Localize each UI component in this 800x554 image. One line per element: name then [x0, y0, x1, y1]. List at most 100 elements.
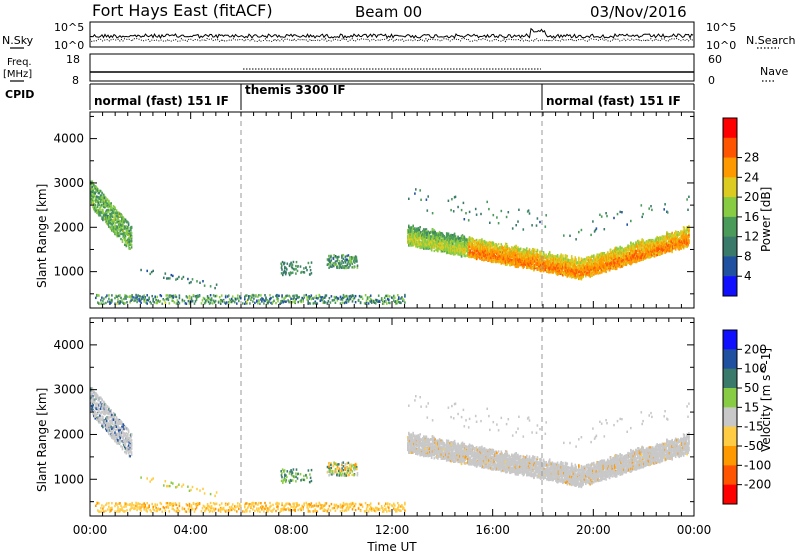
power-cell	[212, 294, 215, 297]
power-cell	[411, 234, 414, 237]
power-cell	[230, 300, 233, 304]
power-cell	[560, 253, 562, 256]
power-cell	[389, 301, 391, 305]
power-cell	[159, 300, 162, 303]
power-cell	[164, 301, 167, 305]
power-cell	[339, 298, 342, 301]
power-cell	[410, 233, 413, 236]
power-cell	[540, 258, 542, 261]
power-cell	[111, 298, 113, 302]
power-cell	[409, 238, 412, 241]
power-cell	[199, 281, 201, 284]
power-cell	[207, 296, 210, 300]
power-cell	[475, 246, 478, 249]
power-cell	[407, 240, 409, 243]
power-cell	[228, 298, 231, 301]
power-cell	[219, 300, 222, 303]
power-cell	[424, 238, 427, 242]
power-cell	[173, 301, 176, 304]
power-cell	[503, 249, 505, 252]
power-cell	[492, 213, 495, 217]
power-cell	[492, 241, 495, 245]
power-cell	[561, 269, 563, 272]
power-cell	[417, 235, 420, 238]
power-cell	[109, 207, 112, 210]
power-cell	[344, 259, 346, 262]
power-cell	[204, 299, 207, 303]
power-cell	[353, 296, 356, 300]
power-cell	[492, 248, 495, 251]
power-cell	[539, 256, 541, 259]
power-cell	[336, 265, 338, 268]
power-cell	[112, 211, 115, 214]
power-cell	[344, 295, 347, 298]
power-cell	[465, 247, 467, 251]
power-cell	[515, 224, 517, 227]
power-cell	[408, 242, 410, 245]
power-cell	[431, 232, 434, 235]
power-cell	[209, 294, 212, 297]
power-cell	[325, 294, 328, 297]
power-cell	[414, 236, 416, 239]
power-cell	[422, 245, 424, 248]
power-cell	[437, 245, 439, 248]
power-cell	[462, 249, 465, 253]
power-cell	[172, 296, 175, 299]
power-cell	[549, 258, 552, 261]
power-cell	[469, 242, 472, 246]
power-cell	[546, 260, 548, 263]
power-cell	[261, 300, 263, 303]
power-cell	[101, 191, 103, 195]
power-cell	[489, 221, 491, 224]
power-cell	[315, 296, 318, 299]
power-cell	[452, 245, 455, 248]
power-cell	[99, 189, 102, 193]
power-cell	[402, 299, 404, 303]
power-cell	[343, 301, 346, 305]
power-cell	[531, 265, 533, 269]
power-cell	[453, 196, 456, 199]
power-cell	[107, 300, 109, 303]
power-cell	[208, 302, 211, 305]
power-cell	[284, 266, 286, 270]
power-cell	[509, 248, 511, 251]
power-cell	[501, 247, 503, 250]
power-cell	[307, 300, 309, 303]
power-cell	[440, 232, 443, 235]
power-cell	[117, 219, 120, 222]
power-cell	[466, 254, 468, 257]
power-cell	[105, 215, 107, 218]
power-cell	[526, 251, 528, 255]
power-cell	[490, 258, 493, 262]
power-cell	[130, 231, 133, 235]
power-cell	[430, 240, 433, 243]
freq-unit-label: [MHz]	[3, 69, 32, 80]
power-cell	[196, 280, 198, 283]
power-cell	[451, 239, 453, 243]
power-cell	[490, 248, 493, 252]
power-cell	[165, 294, 168, 297]
power-cell	[348, 298, 351, 301]
power-cell	[424, 244, 427, 248]
power-cell	[175, 302, 178, 305]
power-cell	[366, 297, 369, 300]
power-cell	[527, 254, 530, 258]
power-cell	[109, 203, 112, 206]
power-cell	[544, 267, 547, 271]
power-cell	[436, 242, 438, 246]
power-cell	[346, 263, 349, 266]
power-cell	[506, 247, 509, 251]
power-cell	[481, 247, 483, 250]
power-cell	[124, 243, 126, 246]
power-cell	[461, 235, 464, 238]
power-cell	[99, 207, 101, 210]
nsearch-tick-bottom-right: 10^0	[706, 39, 736, 52]
power-cell	[161, 302, 164, 305]
power-cell	[97, 294, 99, 297]
power-cell	[330, 295, 333, 298]
power-cell	[140, 268, 142, 272]
power-cell	[521, 257, 524, 261]
power-cell	[543, 260, 546, 263]
power-cell	[426, 242, 429, 246]
power-cell	[482, 254, 484, 258]
